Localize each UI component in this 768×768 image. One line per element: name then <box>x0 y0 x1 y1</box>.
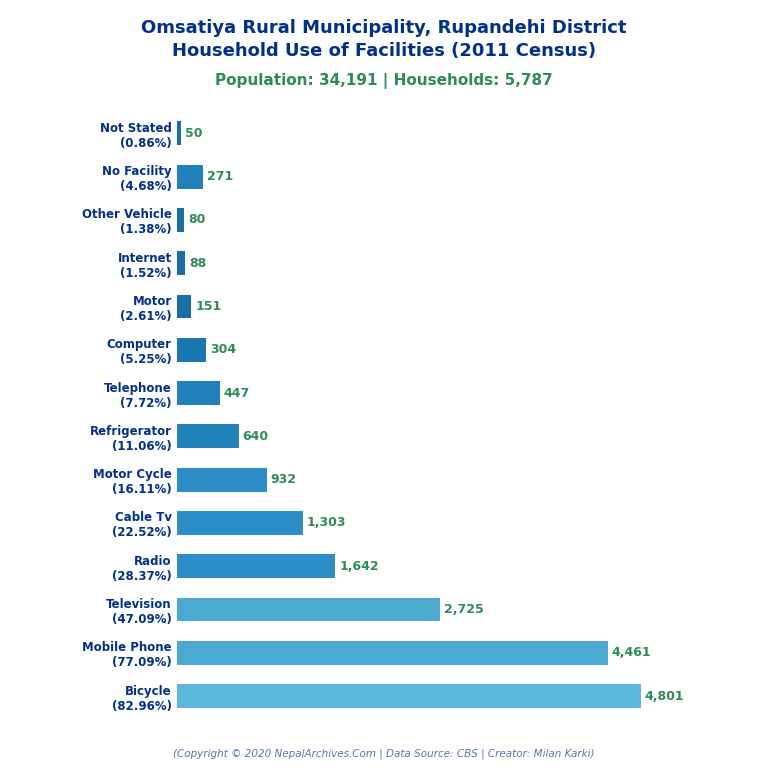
Bar <box>177 381 220 405</box>
Bar <box>177 338 206 362</box>
Text: 4,801: 4,801 <box>645 690 684 703</box>
Text: 2,725: 2,725 <box>444 603 484 616</box>
Bar <box>177 121 181 145</box>
Text: 4,461: 4,461 <box>612 646 651 659</box>
Bar <box>177 208 184 232</box>
Text: 271: 271 <box>207 170 233 184</box>
Bar <box>177 641 608 664</box>
Text: 80: 80 <box>188 214 206 227</box>
Bar <box>177 295 191 319</box>
Text: 50: 50 <box>185 127 203 140</box>
Bar <box>177 165 203 189</box>
Bar <box>177 684 641 708</box>
Bar <box>177 468 266 492</box>
Text: Population: 34,191 | Households: 5,787: Population: 34,191 | Households: 5,787 <box>215 73 553 89</box>
Bar <box>177 251 185 275</box>
Text: 151: 151 <box>195 300 221 313</box>
Text: 640: 640 <box>243 430 269 443</box>
Bar <box>177 511 303 535</box>
Text: Household Use of Facilities (2011 Census): Household Use of Facilities (2011 Census… <box>172 42 596 60</box>
Bar <box>177 598 440 621</box>
Bar <box>177 554 336 578</box>
Bar <box>177 425 239 449</box>
Text: Omsatiya Rural Municipality, Rupandehi District: Omsatiya Rural Municipality, Rupandehi D… <box>141 19 627 37</box>
Text: 932: 932 <box>270 473 296 486</box>
Text: 88: 88 <box>189 257 207 270</box>
Text: 304: 304 <box>210 343 236 356</box>
Text: 447: 447 <box>223 386 250 399</box>
Text: 1,303: 1,303 <box>306 516 346 529</box>
Text: 1,642: 1,642 <box>339 560 379 573</box>
Text: (Copyright © 2020 NepalArchives.Com | Data Source: CBS | Creator: Milan Karki): (Copyright © 2020 NepalArchives.Com | Da… <box>174 748 594 759</box>
